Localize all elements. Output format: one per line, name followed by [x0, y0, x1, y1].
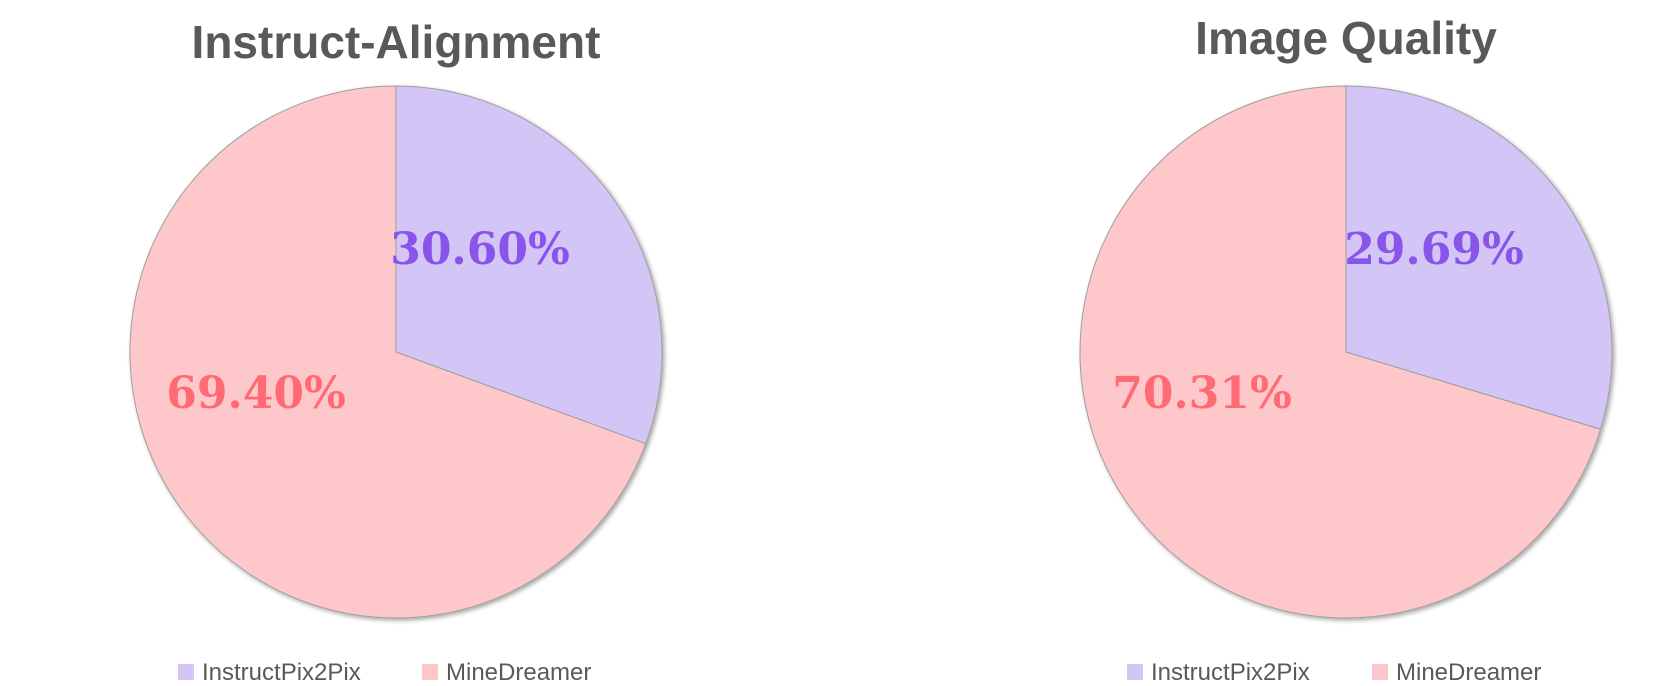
legend-label-instructpix2pix: InstructPix2Pix — [202, 659, 361, 686]
legend: InstructPix2Pix MineDreamer — [1127, 659, 1541, 686]
pie-chart-instruct-alignment: Instruct-Alignment 30.60% 69.40% Instruc… — [129, 16, 663, 686]
legend-label-minedreamer: MineDreamer — [446, 659, 591, 686]
pie-slice-instructpix2pix — [1345, 85, 1613, 430]
legend-label-minedreamer: MineDreamer — [1396, 659, 1541, 686]
legend-swatch-minedreamer — [422, 664, 438, 680]
legend: InstructPix2Pix MineDreamer — [178, 659, 591, 686]
data-label-instructpix2pix: 29.69% — [1344, 224, 1524, 275]
data-label-minedreamer: 70.31% — [1112, 368, 1292, 419]
data-label-minedreamer: 69.40% — [166, 368, 346, 419]
pie-slice-instructpix2pix — [395, 85, 663, 445]
pie-chart-image-quality: Image Quality 29.69% 70.31% InstructPix2… — [1079, 12, 1613, 686]
chart-title-instruct-alignment: Instruct-Alignment — [192, 16, 601, 68]
pie-slices — [129, 85, 663, 619]
pie-slice-minedreamer — [129, 85, 647, 619]
legend-swatch-instructpix2pix — [178, 664, 194, 680]
legend-label-instructpix2pix: InstructPix2Pix — [1151, 659, 1310, 686]
data-label-instructpix2pix: 30.60% — [390, 224, 570, 275]
pie-slice-minedreamer — [1079, 85, 1602, 619]
pie-slices — [1079, 85, 1613, 619]
chart-title-image-quality: Image Quality — [1195, 12, 1497, 64]
legend-swatch-minedreamer — [1372, 664, 1388, 680]
legend-swatch-instructpix2pix — [1127, 664, 1143, 680]
